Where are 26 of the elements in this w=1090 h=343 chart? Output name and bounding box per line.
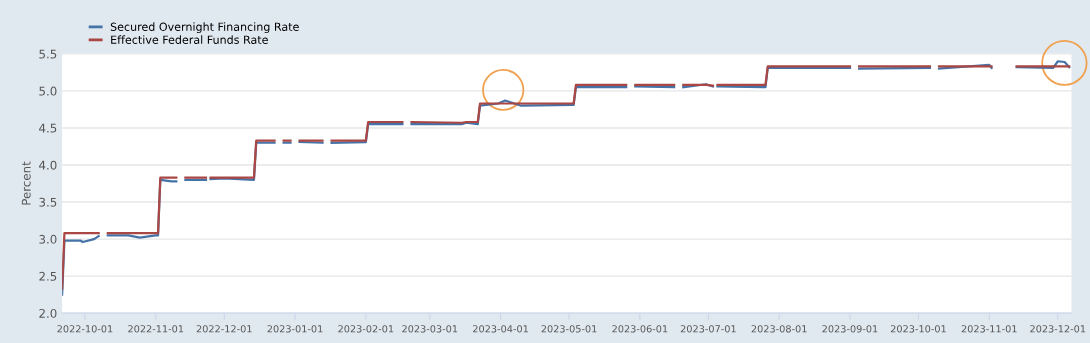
x-tick-label: 2023-12-01 — [1030, 325, 1086, 333]
x-tick-label: 2023-09-01 — [822, 325, 878, 333]
legend-label: Secured Overnight Financing Rate — [110, 22, 299, 34]
x-tick-label: 2022-10-01 — [57, 325, 113, 333]
y-tick-label: 4.0 — [39, 160, 57, 170]
y-tick-label: 4.5 — [39, 123, 57, 133]
x-tick-label: 2023-01-01 — [267, 325, 323, 333]
y-tick-label: 5.0 — [39, 86, 57, 96]
x-tick-label: 2023-07-01 — [680, 325, 736, 333]
x-tick-label: 2023-08-01 — [751, 325, 807, 333]
x-tick-label: 2023-10-01 — [890, 325, 946, 333]
y-tick-label: 3.0 — [39, 234, 57, 244]
x-tick-label: 2023-02-01 — [338, 325, 394, 333]
y-tick-label: 2.5 — [39, 271, 57, 281]
y-tick-label: 2.0 — [39, 308, 57, 318]
x-tick-label: 2023-05-01 — [541, 325, 597, 333]
y-tick-label: 5.5 — [39, 49, 57, 59]
x-tick-label: 2022-11-01 — [128, 325, 184, 333]
x-tick-label: 2023-04-01 — [473, 325, 528, 333]
y-axis-title: Percent — [21, 161, 31, 205]
y-tick-label: 3.5 — [39, 197, 57, 207]
legend-label: Effective Federal Funds Rate — [111, 35, 268, 44]
x-tick-label: 2023-11-01 — [961, 325, 1017, 333]
x-tick-label: 2022-12-01 — [196, 325, 252, 333]
x-tick-label: 2023-06-01 — [612, 325, 668, 333]
x-tick-label: 2023-03-01 — [402, 325, 458, 333]
